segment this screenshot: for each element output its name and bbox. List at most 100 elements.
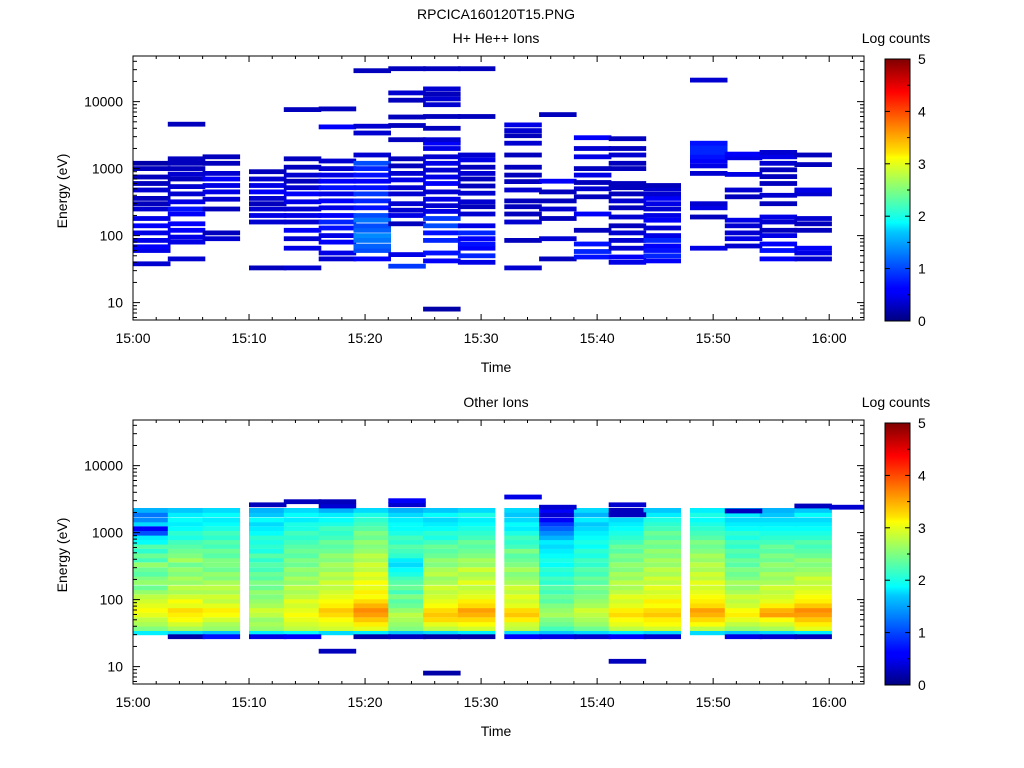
heatmap-cell xyxy=(457,152,496,158)
heatmap-cell xyxy=(573,553,612,559)
heatmap-cell xyxy=(388,598,426,604)
heatmap-cell xyxy=(353,539,391,545)
heatmap-cell xyxy=(457,183,496,189)
heatmap-cell xyxy=(353,191,391,197)
heatmap-cell xyxy=(457,617,496,623)
heatmap-cell xyxy=(608,136,647,142)
heatmap-cell xyxy=(608,152,647,158)
heatmap-cell xyxy=(318,575,357,581)
heatmap-cell xyxy=(724,217,763,223)
heatmap-cell xyxy=(457,508,496,513)
heatmap-cell xyxy=(167,176,206,182)
heatmap-cell xyxy=(249,544,287,549)
heatmap-cell xyxy=(539,617,577,623)
heatmap-cell xyxy=(353,598,391,604)
heatmap-cell xyxy=(388,526,426,531)
heatmap-cell xyxy=(724,548,763,554)
heatmap-cell xyxy=(504,530,542,536)
heatmap-cell xyxy=(724,194,763,200)
heatmap-cell xyxy=(167,221,206,227)
heatmap-cell xyxy=(283,219,322,225)
heatmap-cell xyxy=(608,198,647,204)
heatmap-cell xyxy=(690,140,728,146)
heatmap-cell xyxy=(690,589,728,595)
heatmap-cell xyxy=(249,196,287,201)
heatmap-cell xyxy=(539,608,577,613)
heatmap-cell xyxy=(504,567,542,573)
heatmap-cell xyxy=(608,621,647,627)
heatmap-cell xyxy=(457,190,496,196)
heatmap-cell xyxy=(608,598,647,604)
heatmap-cell xyxy=(759,256,798,262)
heatmap-cell xyxy=(573,594,612,600)
heatmap-cell xyxy=(504,152,542,158)
heatmap-cell xyxy=(133,512,171,518)
heatmap-cell xyxy=(457,253,496,259)
heatmap-cell xyxy=(388,123,426,128)
heatmap-cell xyxy=(202,580,241,585)
heatmap-cell xyxy=(504,634,542,640)
heatmap-cell xyxy=(283,530,322,536)
heatmap-cell xyxy=(643,608,681,613)
heatmap-cell xyxy=(423,617,461,623)
heatmap-cell xyxy=(353,580,391,585)
heatmap-cell xyxy=(388,156,426,162)
heatmap-cell xyxy=(539,557,577,563)
heatmap-cell xyxy=(318,499,357,505)
heatmap-cell xyxy=(388,567,426,573)
heatmap-cell xyxy=(608,658,647,664)
heatmap-cell xyxy=(724,553,763,559)
heatmap-cell xyxy=(283,236,322,242)
heatmap-cell xyxy=(133,230,171,236)
heatmap-cell xyxy=(318,617,357,623)
heatmap-cell xyxy=(457,521,496,527)
heatmap-cell xyxy=(504,548,542,554)
heatmap-cell xyxy=(539,544,577,549)
heatmap-cell xyxy=(794,521,832,527)
heatmap-cell xyxy=(457,562,496,568)
heatmap-cell xyxy=(457,626,496,631)
heatmap-cell xyxy=(608,571,647,577)
heatmap-cell xyxy=(388,612,426,618)
heatmap-cell xyxy=(457,157,496,163)
heatmap-cell xyxy=(283,156,322,162)
heatmap-cell xyxy=(202,189,241,195)
heatmap-cell xyxy=(388,521,426,527)
heatmap-cell xyxy=(133,201,171,207)
heatmap-cell xyxy=(690,150,728,155)
heatmap-cell xyxy=(794,191,832,197)
heatmap-cell xyxy=(573,544,612,549)
heatmap-cell xyxy=(573,612,612,618)
heatmap-cell xyxy=(794,512,832,518)
heatmap-cell xyxy=(504,133,542,139)
heatmap-cell xyxy=(353,526,391,531)
heatmap-cell xyxy=(202,183,241,188)
heatmap-cell xyxy=(794,245,832,251)
heatmap-cell xyxy=(133,535,171,541)
heatmap-cell xyxy=(608,181,647,186)
heatmap-cell xyxy=(608,626,647,631)
panel-other-ions: Other Ions 15:00 15:10 15:20 15:30 15:40 15:5… xyxy=(54,394,930,739)
heatmap-cell xyxy=(724,603,763,609)
heatmap-cell xyxy=(133,181,171,186)
heatmap-cell xyxy=(457,530,496,536)
heatmap-cell xyxy=(133,630,171,636)
heatmap-cell xyxy=(759,201,798,207)
heatmap-cell xyxy=(283,185,322,191)
heatmap-cell xyxy=(423,230,461,236)
heatmap-cell xyxy=(423,608,461,613)
heatmap-cell xyxy=(724,585,763,591)
heatmap-cell xyxy=(423,137,461,143)
heatmap-cell xyxy=(202,594,241,600)
heatmap-cell xyxy=(249,589,287,595)
heatmap-cell xyxy=(794,162,832,167)
heatmap-cell xyxy=(539,621,577,627)
heatmap-cell xyxy=(423,670,461,676)
heatmap-cell xyxy=(504,128,542,133)
heatmap-cell xyxy=(690,508,728,513)
heatmap-cell xyxy=(388,530,426,536)
heatmap-cell xyxy=(573,186,612,192)
heatmap-cell xyxy=(504,562,542,568)
heatmap-cell xyxy=(423,512,461,518)
heatmap-cell xyxy=(133,530,171,536)
